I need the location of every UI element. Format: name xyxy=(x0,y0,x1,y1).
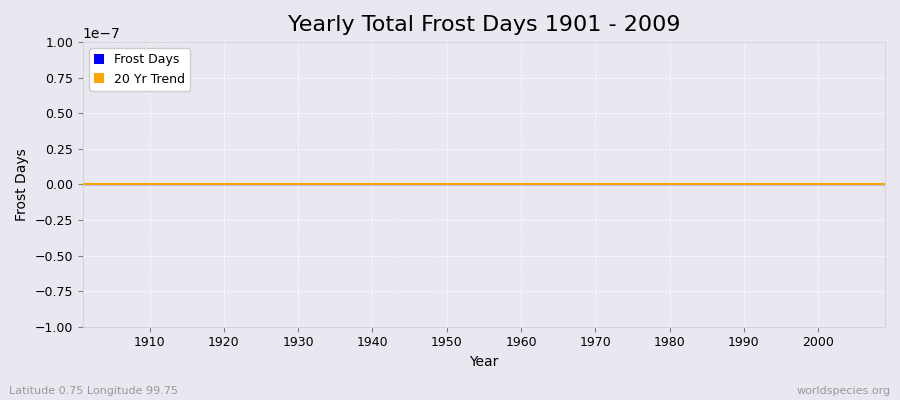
Frost Days xyxy=(345,182,356,187)
Frost Days xyxy=(879,182,890,187)
Frost Days xyxy=(137,182,148,187)
Frost Days xyxy=(77,182,88,187)
Legend: Frost Days, 20 Yr Trend: Frost Days, 20 Yr Trend xyxy=(89,48,190,91)
Y-axis label: Frost Days: Frost Days xyxy=(15,148,29,221)
20 Yr Trend xyxy=(219,182,230,187)
Frost Days xyxy=(301,182,311,187)
Frost Days xyxy=(605,182,616,187)
20 Yr Trend xyxy=(664,182,675,187)
X-axis label: Year: Year xyxy=(469,355,499,369)
20 Yr Trend xyxy=(77,182,88,187)
20 Yr Trend xyxy=(367,182,378,187)
20 Yr Trend xyxy=(516,182,526,187)
Frost Days xyxy=(508,182,519,187)
20 Yr Trend xyxy=(879,182,890,187)
Text: worldspecies.org: worldspecies.org xyxy=(796,386,891,396)
Text: Latitude 0.75 Longitude 99.75: Latitude 0.75 Longitude 99.75 xyxy=(9,386,178,396)
Frost Days xyxy=(516,182,526,187)
Title: Yearly Total Frost Days 1901 - 2009: Yearly Total Frost Days 1901 - 2009 xyxy=(288,15,680,35)
20 Yr Trend xyxy=(813,182,824,187)
